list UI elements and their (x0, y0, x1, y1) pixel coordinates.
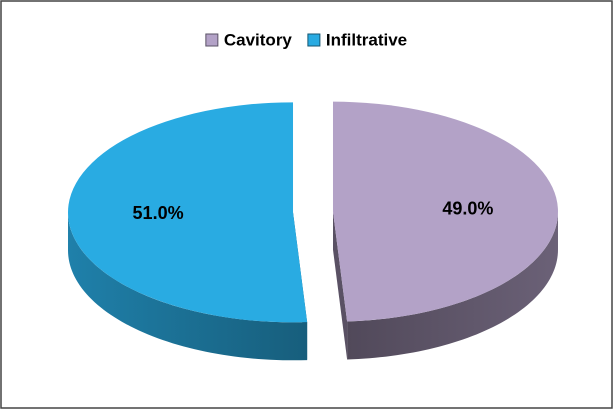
slice-side (68, 212, 308, 361)
slice-side (347, 211, 558, 360)
legend-swatch (307, 33, 321, 47)
legend-label: Cavitory (224, 30, 293, 49)
data-label: 49.0% (442, 198, 493, 218)
legend-label: Infiltrative (326, 30, 407, 49)
slice (68, 102, 308, 323)
slice-cut-face (332, 211, 348, 360)
legend-swatch (205, 33, 219, 47)
slice (332, 101, 558, 322)
data-label: 51.0% (133, 203, 184, 223)
